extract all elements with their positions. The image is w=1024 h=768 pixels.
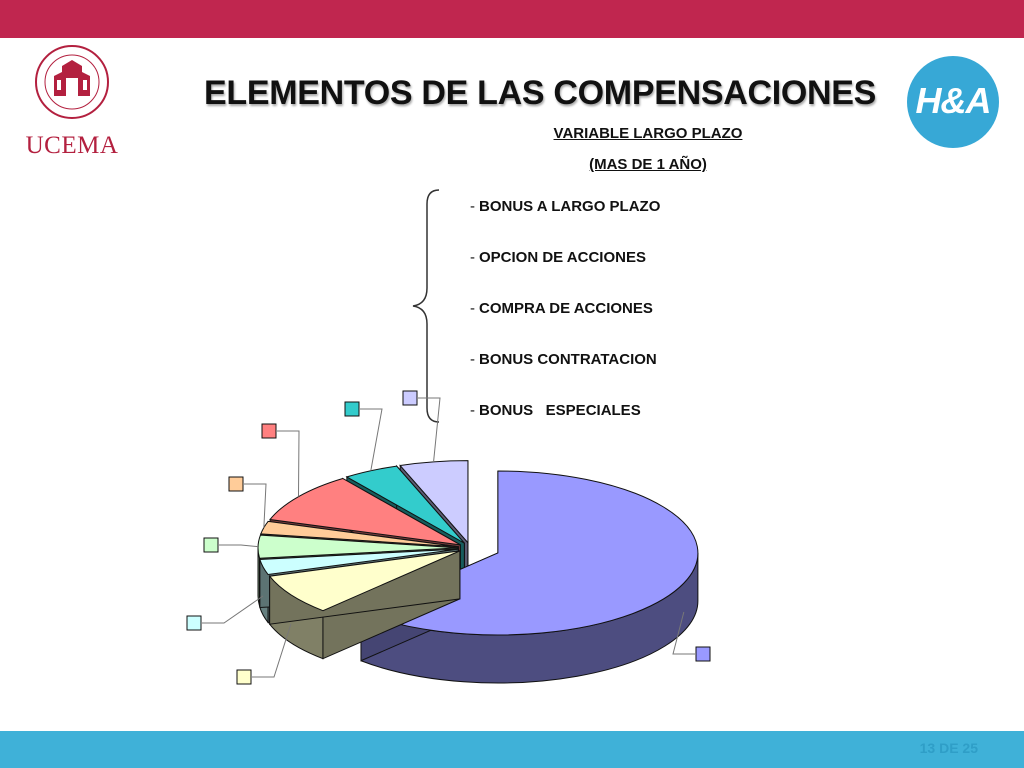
slide-title: ELEMENTOS DE LAS COMPENSACIONES bbox=[203, 74, 877, 112]
legend-swatch bbox=[236, 669, 252, 685]
leader-line bbox=[219, 544, 259, 548]
pie-slice-top bbox=[259, 548, 459, 576]
top-accent-bar bbox=[0, 0, 1024, 38]
pie-slice-top bbox=[269, 477, 461, 546]
list-item: - COMPRA DE ACCIONES bbox=[470, 300, 653, 317]
leader-line bbox=[277, 430, 300, 497]
list-dash: - bbox=[470, 351, 475, 368]
pie-slice-top bbox=[257, 534, 459, 559]
page-indicator: 13 DE 25 bbox=[919, 740, 978, 756]
curly-brace-icon bbox=[412, 189, 440, 423]
list-item-label: BONUS A LARGO PLAZO bbox=[479, 198, 661, 215]
legend-swatch bbox=[402, 390, 418, 406]
legend-swatch bbox=[695, 646, 711, 662]
pie-slice-top bbox=[345, 465, 465, 544]
legend-swatch bbox=[228, 476, 244, 492]
list-dash: - bbox=[470, 402, 475, 419]
list-dash: - bbox=[470, 198, 475, 215]
ha-logo-text: H&A bbox=[915, 80, 992, 121]
list-item: - BONUS A LARGO PLAZO bbox=[470, 198, 660, 215]
leader-line bbox=[672, 611, 695, 655]
leader-line bbox=[418, 397, 441, 462]
pie-slice bbox=[268, 550, 461, 660]
leader-line bbox=[202, 595, 264, 624]
pie-slice-top bbox=[268, 550, 461, 612]
legend-swatch bbox=[203, 537, 219, 553]
ha-logo: H&A bbox=[907, 56, 999, 148]
legend-swatch bbox=[344, 401, 360, 417]
subtitle-line-2: (MAS DE 1 AÑO) bbox=[589, 156, 707, 173]
leader-line bbox=[360, 408, 383, 471]
bottom-accent-bar: 13 DE 25 bbox=[0, 731, 1024, 768]
legend-swatch bbox=[186, 615, 202, 631]
list-item-label: COMPRA DE ACCIONES bbox=[479, 300, 653, 317]
leader-line bbox=[252, 623, 292, 678]
list-item: - BONUS CONTRATACION bbox=[470, 351, 657, 368]
leader-line bbox=[244, 483, 267, 528]
ucema-wordmark: UCEMA bbox=[25, 132, 119, 159]
subtitle-line-1: VARIABLE LARGO PLAZO bbox=[553, 125, 743, 142]
list-dash: - bbox=[470, 249, 475, 266]
pie-slice-top bbox=[260, 520, 459, 548]
list-dash: - bbox=[470, 300, 475, 317]
ucema-seal-logo bbox=[35, 45, 109, 119]
list-item: - BONUS ESPECIALES bbox=[470, 402, 641, 419]
list-item-label: BONUS CONTRATACION bbox=[479, 351, 657, 368]
list-item: - OPCION DE ACCIONES bbox=[470, 249, 646, 266]
list-item-label: BONUS ESPECIALES bbox=[479, 402, 641, 419]
list-item-label: OPCION DE ACCIONES bbox=[479, 249, 646, 266]
legend-swatch bbox=[261, 423, 277, 439]
